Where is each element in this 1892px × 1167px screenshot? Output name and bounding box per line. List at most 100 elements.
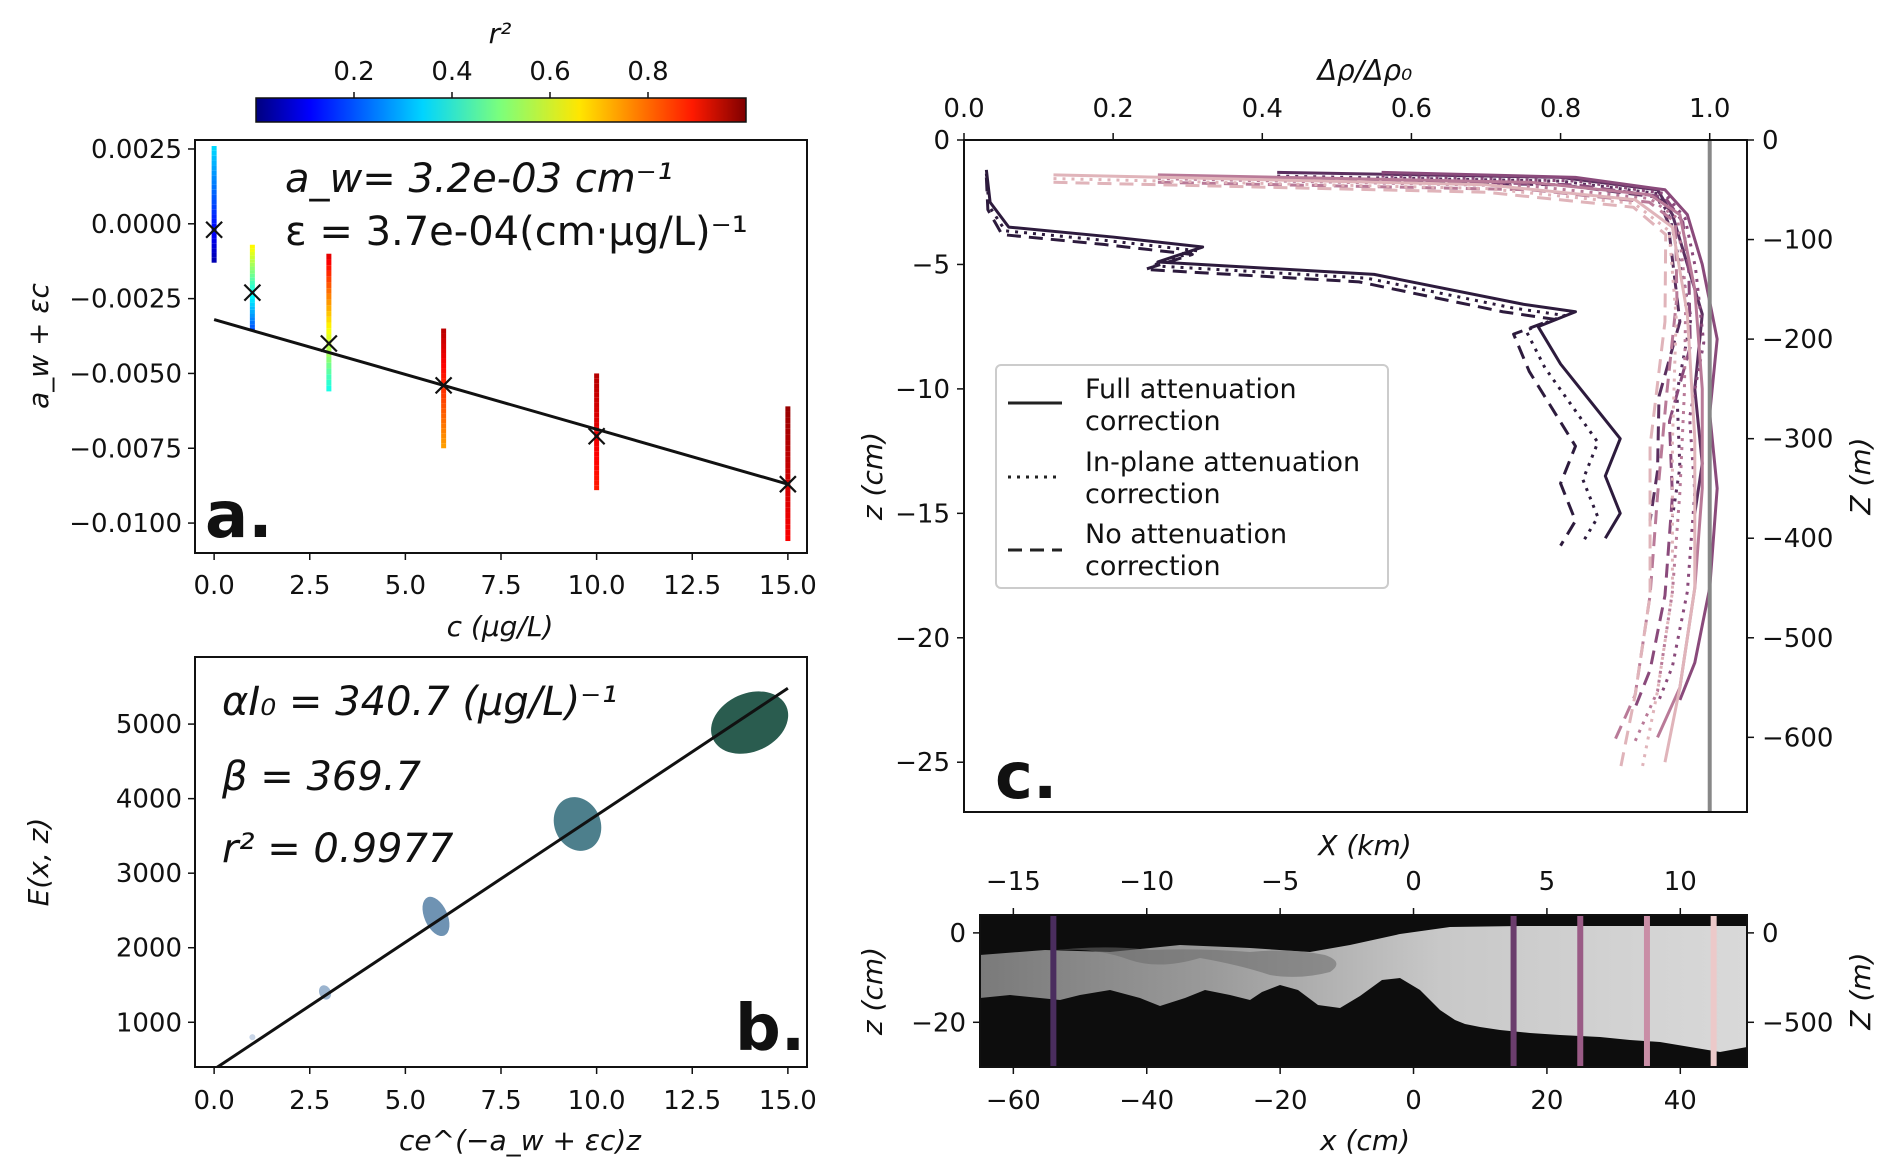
panel-a-xtick-label: 12.5: [663, 571, 721, 601]
panel-a-marker: [587, 427, 606, 446]
panel-c-right-ytick-label: −200: [1762, 325, 1833, 355]
panel-d-top-xtick-label: −10: [1119, 867, 1174, 897]
marker-stroke: [243, 283, 262, 302]
panel-c: 0.0 0.2 0.4 0.6 0.8 1.0 0 −5 −10 −15 −20 −25 0 −100 −2…: [856, 54, 1877, 814]
marker-stroke: [587, 427, 606, 446]
panel-a-fit-line: [213, 318, 789, 486]
panel-a-xtick-label: 5.0: [385, 571, 426, 601]
panel-a: 0.0 2.5 5.0 7.5 10.0 12.5 15.0 0.0025 0.0000 −0.0…: [22, 135, 817, 643]
panel-c-profile-line: [984, 173, 1600, 543]
panel-b-ytick-label: 3000: [116, 859, 182, 889]
legend-box: [995, 364, 1389, 589]
panel-c-right-ytick-label: −500: [1762, 624, 1833, 654]
panel-b-ytick-label: 1000: [116, 1008, 182, 1038]
panel-d-right-ylabel: Z (m): [1844, 952, 1877, 1030]
panel-c-label: c.: [995, 740, 1057, 814]
panel-c-profile-line: [1053, 180, 1668, 770]
panel-d-top-xtick-label: −15: [986, 867, 1041, 897]
panel-c-top-xlabel: Δρ/Δρ₀: [1316, 54, 1413, 87]
panel-c-xtick-label: 0.4: [1242, 94, 1283, 124]
panel-c-xtick-label: 0.8: [1540, 94, 1581, 124]
panel-b-xtick-label: 7.5: [480, 1086, 521, 1116]
panel-d-top-xtick-label: −5: [1261, 867, 1299, 897]
legend-label-full-1: Full attenuation: [1085, 374, 1297, 405]
panel-d-ylabel: z (cm): [856, 947, 889, 1036]
panel-c-xtick-label: 0.2: [1092, 94, 1133, 124]
panel-b-xtick-label: 15.0: [759, 1086, 817, 1116]
panel-c-profile-line: [1053, 173, 1697, 763]
panel-a-ytick-label: 0.0000: [91, 210, 182, 240]
panel-c-ylabel: z (cm): [856, 432, 889, 521]
panel-b-axes: 0.0 2.5 5.0 7.5 10.0 12.5 15.0 1000 2000 3000 4000…: [116, 710, 817, 1116]
panel-d-xtick-label: −60: [986, 1086, 1041, 1116]
panel-c-right-ylabel: Z (m): [1844, 437, 1877, 515]
panel-d-xtick-label: 40: [1664, 1086, 1697, 1116]
panel-b-ytick-label: 2000: [116, 934, 182, 964]
legend-label-none-1: No attenuation: [1085, 519, 1287, 550]
panel-b-xtick-label: 12.5: [663, 1086, 721, 1116]
panel-d-vertical-lines: [1050, 915, 1717, 1067]
panel-b-xtick-label: 0.0: [193, 1086, 234, 1116]
panel-d-xlabel: x (cm): [1319, 1124, 1410, 1157]
panel-b-xlabel: ce^(−a_w + εc)z: [399, 1124, 642, 1157]
panel-c-axes: 0.0 0.2 0.4 0.6 0.8 1.0 0 −5 −10 −15 −20 −25 0 −100 −2…: [895, 94, 1833, 778]
panel-c-right-ytick-label: −400: [1762, 524, 1833, 554]
panel-d-xtick-label: 20: [1530, 1086, 1563, 1116]
panel-b-annotation-beta: β = 369.7: [221, 754, 422, 800]
panel-d-xtick-label: −20: [1253, 1086, 1308, 1116]
panel-b-ytick-label: 5000: [116, 710, 182, 740]
panel-a-marker: [779, 475, 797, 493]
panel-d-top-xlabel: X (km): [1316, 829, 1411, 862]
panel-d-image-area: [980, 915, 1747, 1067]
panel-a-axes: 0.0 2.5 5.0 7.5 10.0 12.5 15.0 0.0025 0.0000 −0.0…: [69, 135, 817, 601]
panel-b-label: b.: [735, 992, 805, 1066]
panel-c-profile-line: [1381, 170, 1719, 701]
colorbar-label: r²: [489, 17, 512, 50]
image-dark-blobs: [1040, 947, 1337, 977]
panel-c-profile-line: [984, 169, 1622, 539]
panel-c-profile-line: [1053, 177, 1678, 767]
panel-d-right-ytick-label: −500: [1762, 1008, 1833, 1038]
colorbar-gradient: [255, 97, 747, 123]
panel-d-xtick-label: −40: [1119, 1086, 1174, 1116]
panel-c-profile-line: [1381, 174, 1706, 705]
panel-c-right-ytick-label: −600: [1762, 723, 1833, 753]
legend-label-full-2: correction: [1085, 406, 1221, 437]
panel-a-marker: [320, 334, 338, 353]
panel-c-ytick-label: −15: [895, 499, 950, 529]
panel-d-axes: −60 −40 −20 0 20 40 −15 −10 −5 0 5 10 0 −20 0 −500: [911, 867, 1833, 1116]
panel-b-cluster: [249, 1034, 256, 1041]
panel-a-marker: [434, 376, 453, 395]
panel-c-legend: Full attenuation correction In-plane att…: [995, 364, 1389, 589]
panel-c-xtick-label: 0.6: [1391, 94, 1432, 124]
marker-stroke: [779, 475, 797, 493]
panel-b-ytick-label: 4000: [116, 785, 182, 815]
panel-c-ytick-label: 0: [933, 126, 950, 156]
panel-c-ytick-label: −20: [895, 624, 950, 654]
colorbar-tick-label: 0.6: [529, 57, 570, 87]
panel-c-profile-line: [984, 177, 1577, 547]
legend-label-none-2: correction: [1085, 551, 1221, 582]
panel-a-xtick-label: 2.5: [289, 571, 330, 601]
panel-c-right-ytick-label: −100: [1762, 226, 1833, 256]
panel-a-marker: [243, 283, 262, 302]
marker-stroke: [434, 376, 453, 395]
panel-c-plot-area: [984, 140, 1719, 812]
panel-a-ytick-label: 0.0025: [91, 135, 182, 165]
panel-d: −60 −40 −20 0 20 40 −15 −10 −5 0 5 10 0 −20 0 −500 X (k…: [856, 829, 1877, 1157]
panel-d-top-xtick-label: 0: [1405, 867, 1422, 897]
panel-d-top-xtick-label: 5: [1539, 867, 1556, 897]
panel-a-xtick-label: 15.0: [759, 571, 817, 601]
panel-b: 0.0 2.5 5.0 7.5 10.0 12.5 15.0 1000 2000 3000 4000…: [22, 656, 817, 1157]
panel-a-ytick-label: −0.0025: [69, 285, 182, 315]
panel-b-fit-line: [214, 687, 789, 1067]
panel-b-cluster: [422, 896, 450, 937]
panel-a-ytick-label: −0.0050: [69, 359, 182, 389]
panel-b-cluster: [711, 691, 789, 754]
marker-stroke: [205, 221, 223, 239]
panel-c-ytick-label: −10: [895, 375, 950, 405]
panel-b-xtick-label: 2.5: [289, 1086, 330, 1116]
panel-b-annotation-r2: r² = 0.9977: [222, 826, 454, 872]
panel-a-label: a.: [205, 479, 273, 553]
legend-label-inplane-2: correction: [1085, 479, 1221, 510]
